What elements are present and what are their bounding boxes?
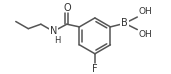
Text: OH: OH (138, 30, 152, 39)
Text: OH: OH (138, 7, 152, 16)
Text: F: F (92, 64, 98, 74)
Text: O: O (63, 3, 71, 13)
Text: N: N (50, 26, 57, 36)
Text: H: H (54, 36, 60, 45)
Text: B: B (121, 18, 128, 28)
